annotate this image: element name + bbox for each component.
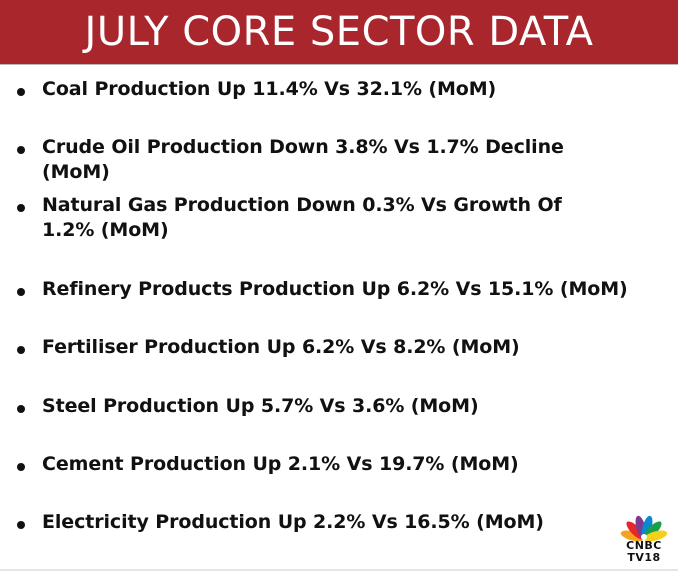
bullet-icon <box>17 146 25 154</box>
list-item-text: Fertiliser Production Up 6.2% Vs 8.2% (M… <box>42 336 520 358</box>
list-item-text: Natural Gas Production Down 0.3% Vs Grow… <box>42 194 562 241</box>
peacock-icon <box>620 515 668 542</box>
bullet-icon <box>17 405 25 413</box>
list-item-text: Cement Production Up 2.1% Vs 19.7% (MoM) <box>42 453 519 475</box>
logo-tv18-text: TV18 <box>627 551 661 564</box>
logo-cnbc-text: CNBC <box>626 539 662 552</box>
bullet-icon <box>17 204 25 212</box>
footer-divider <box>0 569 678 571</box>
bullet-icon <box>17 288 25 296</box>
list-item-text: Electricity Production Up 2.2% Vs 16.5% … <box>42 511 544 533</box>
list-item-text: Coal Production Up 11.4% Vs 32.1% (MoM) <box>42 78 497 100</box>
bullet-icon <box>17 346 25 354</box>
title-banner: JULY CORE SECTOR DATA <box>0 0 678 64</box>
list-item-text: Steel Production Up 5.7% Vs 3.6% (MoM) <box>42 395 479 417</box>
header-divider <box>0 64 678 65</box>
list-item-text: Refinery Products Production Up 6.2% Vs … <box>42 278 628 300</box>
bullet-icon <box>17 521 25 529</box>
page-title: JULY CORE SECTOR DATA <box>84 9 594 55</box>
cnbc-tv18-logo: CNBC TV18 <box>616 511 672 567</box>
list-item-text: Crude Oil Production Down 3.8% Vs 1.7% D… <box>42 136 564 183</box>
bullet-icon <box>17 88 25 96</box>
bullet-icon <box>17 463 25 471</box>
